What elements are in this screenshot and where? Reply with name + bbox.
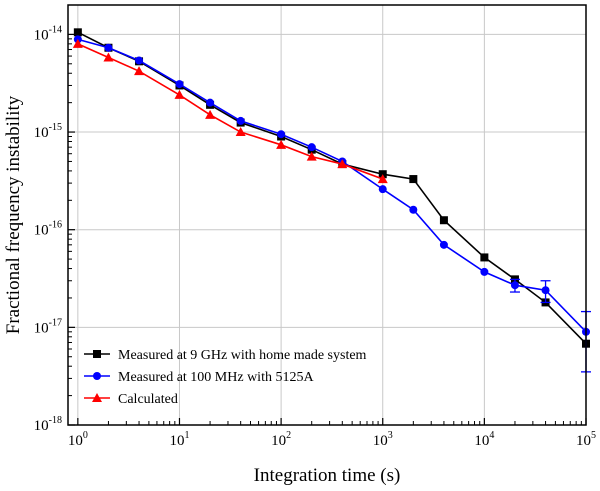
- plot-frame: [67, 4, 587, 426]
- data-point-circle: [541, 286, 550, 295]
- data-point-triangle: [134, 66, 145, 76]
- legend-label: Measured at 100 MHz with 5125A: [118, 370, 314, 385]
- legend-label: Calculated: [118, 392, 178, 407]
- series-circle: [73, 35, 591, 373]
- data-point-circle: [135, 56, 144, 65]
- y-axis-title: Fractional frequency instability: [3, 95, 24, 334]
- y-tick-label: 10-15: [34, 122, 62, 141]
- data-point-circle: [378, 185, 387, 194]
- data-point-triangle: [276, 139, 287, 149]
- y-tick-label: 10-18: [34, 415, 62, 434]
- x-axis-title: Integration time (s): [254, 465, 401, 486]
- legend-label: Measured at 9 GHz with home made system: [118, 348, 367, 363]
- data-point-square: [93, 350, 101, 358]
- y-tick-label: 10-17: [34, 317, 62, 336]
- data-point-square: [409, 175, 418, 184]
- series-square: [73, 28, 590, 348]
- axis-ticks: 100 101 102 103 104 105 10-14 10-15 10-16 10-17 10…: [34, 4, 596, 449]
- data-point-circle: [409, 205, 418, 214]
- data-point-triangle: [72, 38, 83, 48]
- data-point-triangle: [92, 393, 102, 402]
- data-point-triangle: [103, 52, 114, 62]
- data-point-circle: [236, 116, 245, 125]
- legend: Measured at 9 GHz with home made system M…: [84, 348, 367, 407]
- x-tick-label: 103: [373, 430, 393, 449]
- data-point-circle: [480, 267, 489, 276]
- series-triangle: [72, 38, 388, 184]
- legend-item: Measured at 100 MHz with 5125A: [84, 370, 314, 385]
- x-tick-label: 101: [169, 430, 189, 449]
- data-point-square: [480, 253, 489, 262]
- data-point-circle: [206, 98, 215, 107]
- x-tick-label: 105: [576, 430, 596, 449]
- data-point-triangle: [174, 89, 185, 99]
- data-point-triangle: [306, 151, 317, 161]
- data-point-triangle: [337, 159, 348, 169]
- data-point-circle: [277, 130, 286, 139]
- legend-item: Measured at 9 GHz with home made system: [84, 348, 367, 363]
- data-point-circle: [175, 80, 184, 89]
- y-tick-label: 10-14: [34, 24, 62, 43]
- data-point-circle: [307, 143, 316, 152]
- data-point-circle: [93, 372, 101, 380]
- legend-item: Calculated: [84, 392, 178, 407]
- data-point-circle: [510, 281, 519, 290]
- series-layer: [72, 28, 591, 373]
- x-tick-label: 102: [271, 430, 291, 449]
- series-line: [77, 43, 384, 180]
- data-point-circle: [439, 240, 448, 249]
- data-point-triangle: [235, 127, 246, 137]
- data-point-triangle: [205, 109, 216, 119]
- x-tick-label: 100: [68, 430, 88, 449]
- data-point-triangle: [377, 174, 388, 184]
- data-point-square: [439, 216, 448, 225]
- data-point-circle: [104, 43, 113, 52]
- series-line: [77, 38, 587, 333]
- y-tick-label: 10-16: [34, 220, 62, 239]
- x-tick-label: 104: [474, 430, 494, 449]
- series-line: [77, 31, 587, 345]
- data-point-square: [73, 28, 82, 37]
